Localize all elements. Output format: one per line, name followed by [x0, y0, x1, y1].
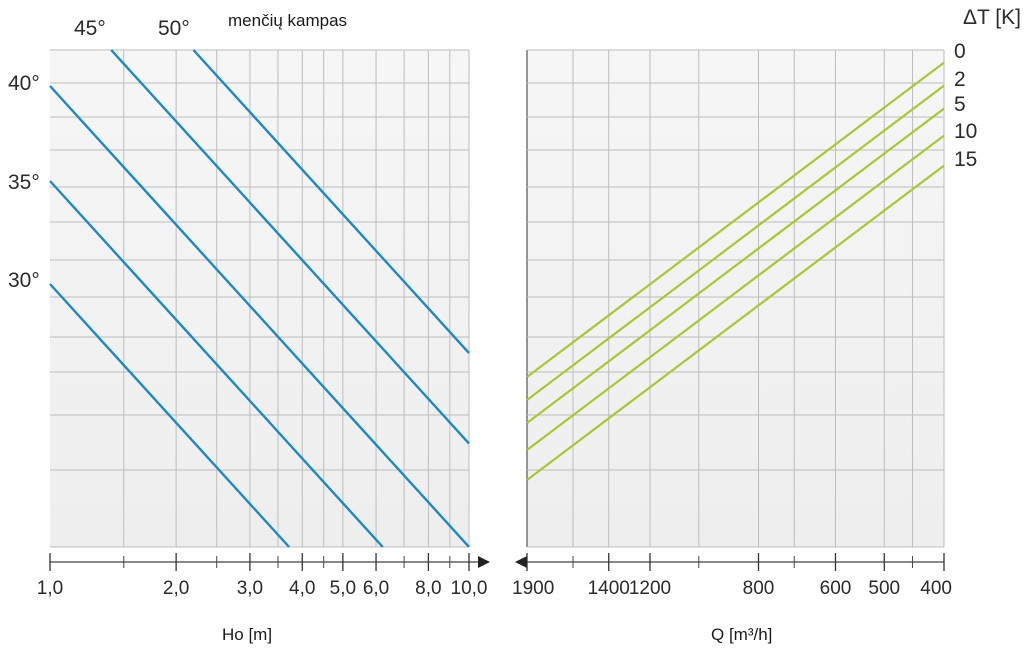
right-axis-arrow	[515, 556, 527, 568]
delta-t-line-5	[526, 107, 945, 424]
left-series-lines	[49, 49, 470, 548]
left-panel-background	[50, 50, 469, 547]
blade-angle-line-30	[49, 283, 290, 548]
left-panel: 40° 35° 30° 45° 50° menčių kampas 1,0 2,0…	[8, 11, 490, 644]
right-legend: ΔT [K] 0 2 5 10 15	[954, 6, 1021, 171]
left-axis-arrow	[478, 556, 490, 568]
right-grid	[527, 49, 945, 548]
right-tick-label: 500	[868, 578, 900, 599]
legend-item-0: 0	[954, 40, 966, 63]
legend-title: ΔT [K]	[963, 6, 1021, 29]
series-label-50: 50°	[158, 17, 190, 40]
left-x-axis-title: Ho [m]	[222, 625, 272, 644]
right-series-lines	[526, 61, 945, 481]
blade-angle-line-45	[110, 49, 470, 445]
series-label-45: 45°	[74, 17, 106, 40]
left-tick-label: 5,0	[330, 578, 356, 599]
right-tick-label: 1400	[588, 578, 630, 599]
left-tick-label: 3,0	[237, 578, 263, 599]
legend-item-2: 2	[954, 68, 966, 91]
right-tick-label: 600	[820, 578, 852, 599]
left-series-labels: 40° 35° 30° 45° 50° menčių kampas	[8, 11, 347, 292]
delta-t-line-10	[526, 134, 945, 451]
series-label-30: 30°	[8, 269, 40, 292]
left-grid	[50, 49, 470, 548]
left-tick-label: 4,0	[289, 578, 315, 599]
legend-item-15: 15	[954, 148, 977, 171]
legend-item-5: 5	[954, 93, 966, 116]
blade-angle-line-35	[49, 180, 384, 548]
left-tick-label: 10,0	[451, 578, 488, 599]
right-tick-label: 400	[920, 578, 952, 599]
series-label-35: 35°	[8, 171, 40, 194]
blade-angle-line-50	[192, 49, 470, 354]
left-tick-label: 6,0	[363, 578, 389, 599]
legend-item-10: 10	[954, 120, 977, 143]
series-label-40: 40°	[8, 72, 40, 95]
left-x-ticks: 1,0 2,0 3,0 4,0 5,0 6,0 8,0 10,0	[37, 553, 488, 599]
delta-t-line-0	[526, 61, 945, 378]
left-tick-label: 1,0	[37, 578, 63, 599]
right-x-axis-title: Q [m³/h]	[711, 625, 772, 644]
left-tick-label: 8,0	[415, 578, 441, 599]
delta-t-line-2	[526, 84, 945, 401]
delta-t-line-15	[526, 164, 945, 481]
right-tick-label: 800	[743, 578, 775, 599]
right-panel-background	[527, 50, 944, 547]
right-tick-label: 1900	[512, 578, 554, 599]
left-tick-label: 2,0	[163, 578, 189, 599]
blade-angle-line-40	[49, 85, 470, 548]
blade-angle-label: menčių kampas	[228, 11, 347, 30]
right-tick-label: 1200	[629, 578, 671, 599]
